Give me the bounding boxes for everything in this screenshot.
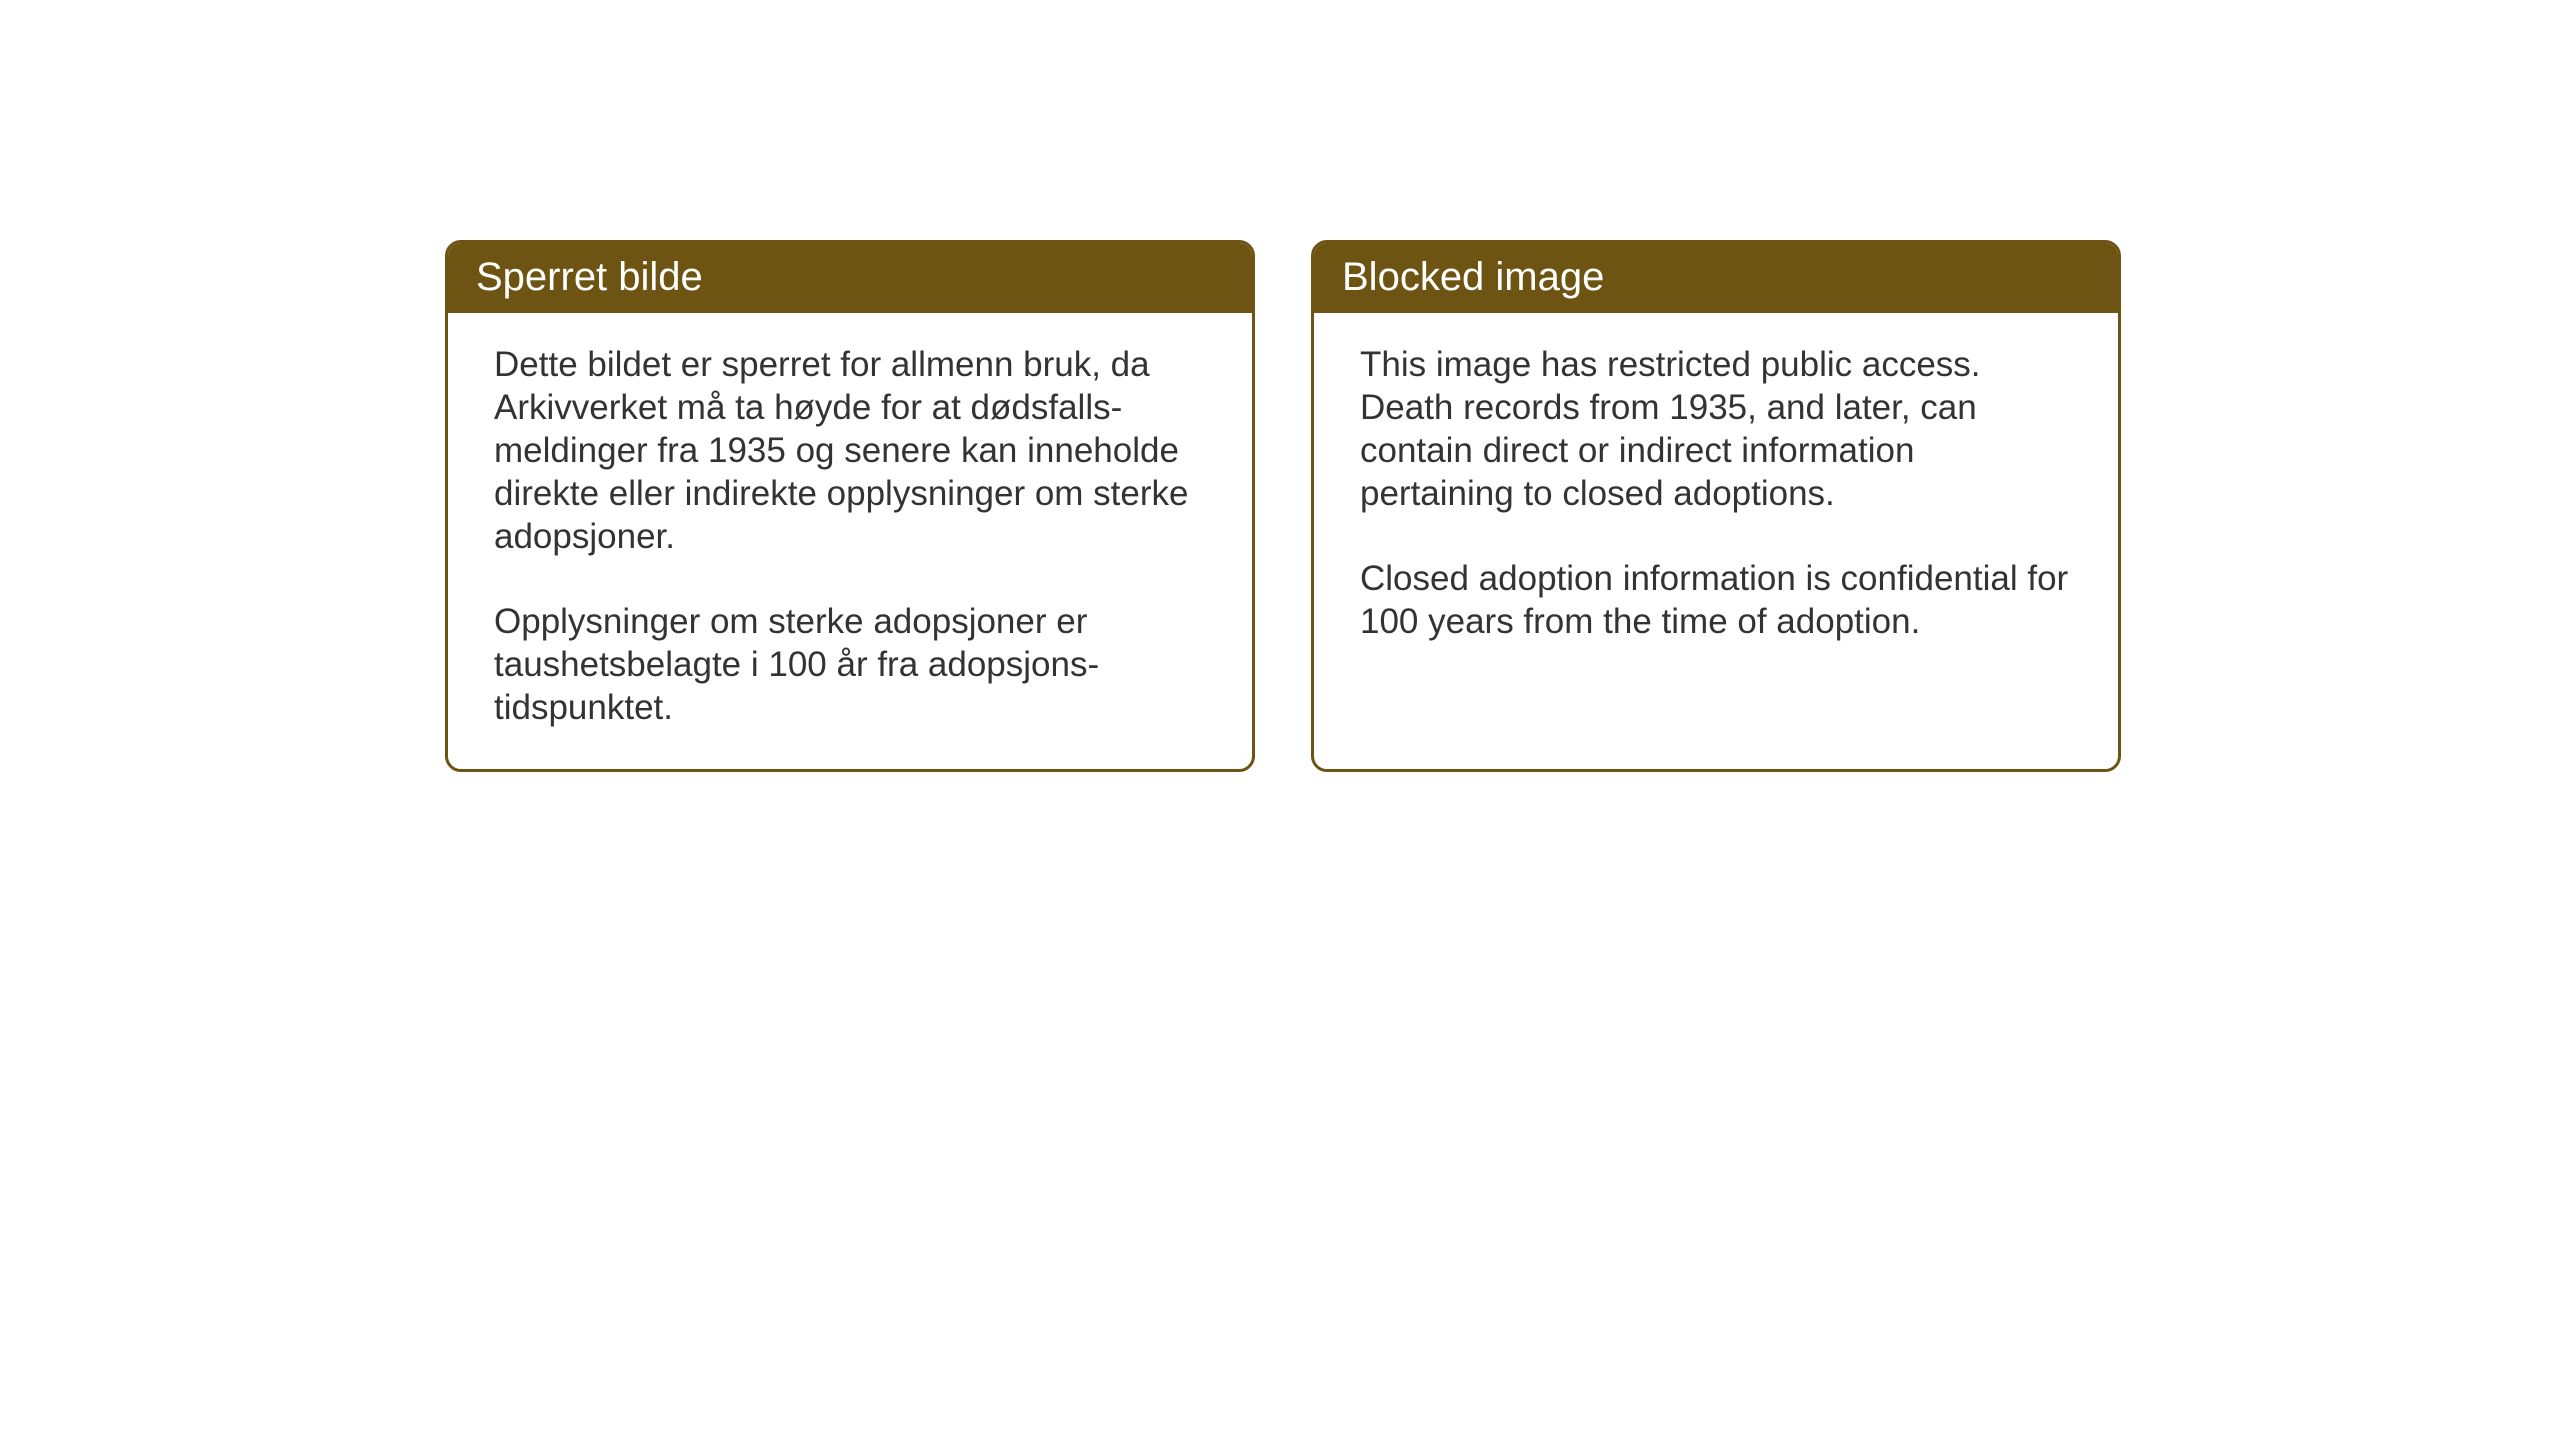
english-notice-card: Blocked image This image has restricted … xyxy=(1311,240,2121,772)
norwegian-card-title: Sperret bilde xyxy=(448,243,1252,313)
english-card-title: Blocked image xyxy=(1314,243,2118,313)
english-paragraph-2: Closed adoption information is confident… xyxy=(1360,557,2072,643)
english-card-body: This image has restricted public access.… xyxy=(1314,313,2118,683)
norwegian-paragraph-1: Dette bildet er sperret for allmenn bruk… xyxy=(494,343,1206,558)
norwegian-card-body: Dette bildet er sperret for allmenn bruk… xyxy=(448,313,1252,769)
notice-cards-container: Sperret bilde Dette bildet er sperret fo… xyxy=(445,240,2121,772)
norwegian-paragraph-2: Opplysninger om sterke adopsjoner er tau… xyxy=(494,600,1206,729)
norwegian-notice-card: Sperret bilde Dette bildet er sperret fo… xyxy=(445,240,1255,772)
english-paragraph-1: This image has restricted public access.… xyxy=(1360,343,2072,515)
